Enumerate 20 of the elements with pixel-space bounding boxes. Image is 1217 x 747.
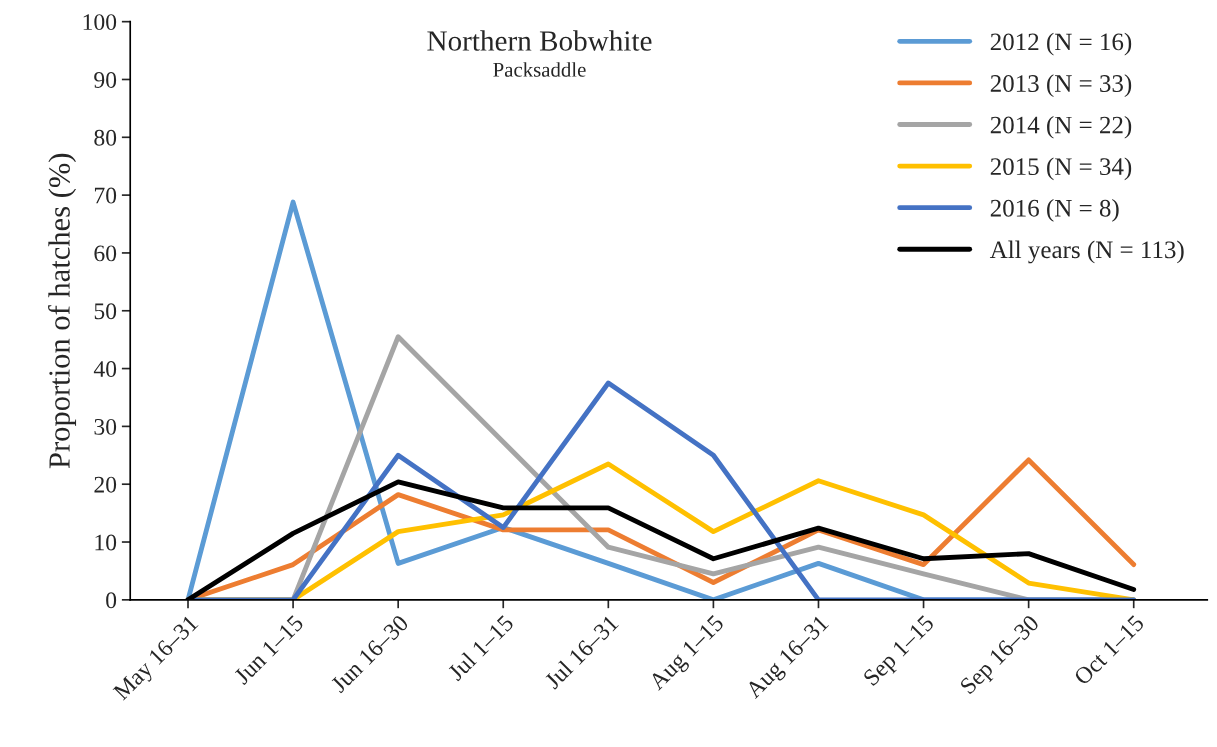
y-tick-label: 40 [93,361,117,377]
legend-label: 2013 (N = 33) [990,74,1132,97]
y-tick-label: 50 [94,303,117,320]
y-tick-label: 90 [94,71,117,88]
legend-label: 2015 (N = 34) [990,157,1132,181]
y-tick-label: 70 [94,187,117,204]
y-tick-label: 80 [94,129,117,146]
text: Packsaddle [493,62,586,77]
y-axis-title: Proportion of hatches (%) [48,153,77,469]
legend-label: 2014 (N = 22) [990,115,1132,139]
chart-title: Northern Bobwhite [427,30,652,51]
y-tick-label: 30 [94,418,117,435]
legend-label: 2012 (N = 16) [990,32,1132,56]
y-tick-label: 20 [94,476,117,493]
y-tick-label: 60 [94,245,117,262]
legend-label: All years (N = 113) [989,240,1184,264]
y-tick-label: 10 [95,534,117,551]
y-tick-label: 0 [106,592,117,609]
y-tick-label: 100 [83,14,117,31]
legend-label: 2016 (N = 8) [990,199,1119,222]
